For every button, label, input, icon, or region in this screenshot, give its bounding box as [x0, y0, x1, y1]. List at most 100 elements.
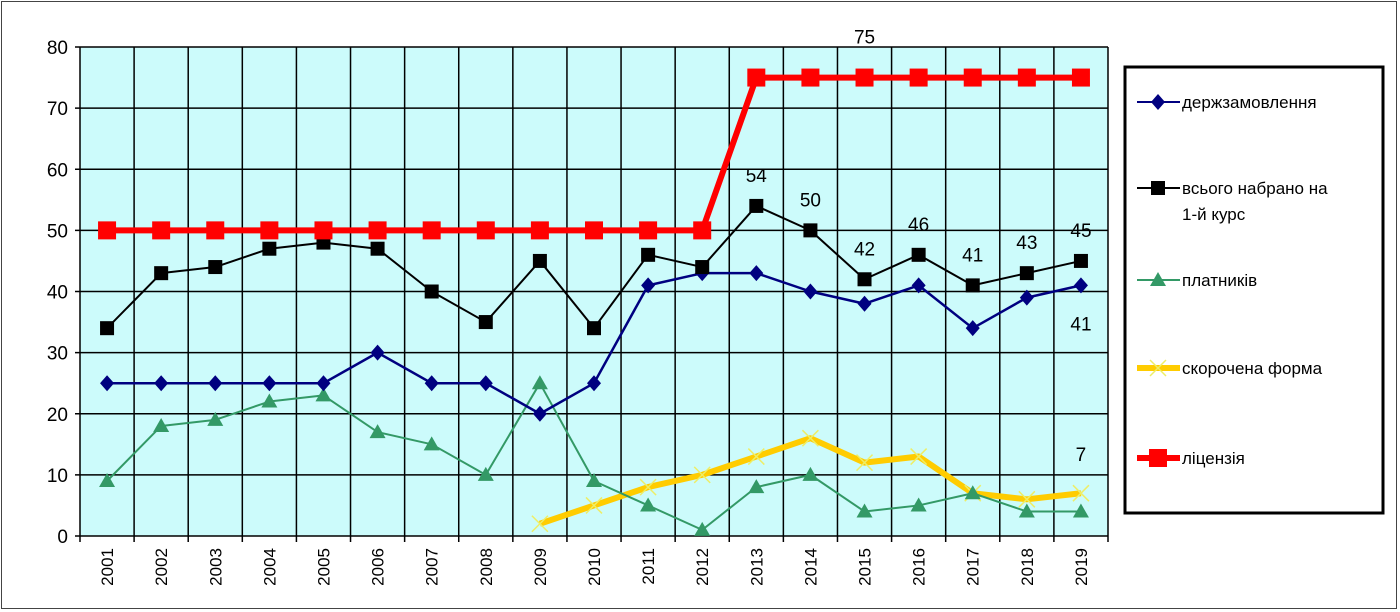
- square-marker: [747, 68, 766, 87]
- series-4: [98, 68, 1090, 240]
- diamond-marker: [532, 405, 547, 422]
- triangle-marker: [531, 375, 548, 390]
- triangle-marker: [369, 424, 386, 439]
- square-marker: [1019, 266, 1034, 281]
- triangle-marker: [586, 472, 602, 487]
- legend-label: скорочена форма: [1182, 359, 1323, 378]
- diamond-marker: [965, 320, 980, 337]
- triangle-marker: [1018, 503, 1035, 518]
- diamond-marker: [208, 375, 223, 392]
- series-1: [100, 198, 1088, 336]
- x-marker: [747, 448, 765, 466]
- square-marker: [476, 221, 495, 240]
- square-marker: [639, 221, 658, 240]
- square-marker: [911, 247, 926, 262]
- x-tick-label: 2003: [206, 548, 225, 586]
- square-marker: [154, 266, 169, 281]
- square-marker: [98, 221, 117, 240]
- x-tick-label: 2014: [801, 548, 820, 586]
- legend-box: [1123, 65, 1385, 515]
- diamond-marker: [641, 277, 656, 294]
- square-marker: [1149, 449, 1167, 467]
- y-tick-label: 70: [47, 99, 68, 120]
- square-marker: [262, 241, 277, 256]
- x-marker: [910, 448, 928, 466]
- diamond-marker: [316, 375, 331, 392]
- x-tick-label: 2005: [314, 548, 333, 586]
- data-label: 50: [800, 190, 821, 211]
- x-marker: [693, 466, 711, 484]
- x-tick-label: 2019: [1072, 548, 1091, 586]
- square-marker: [1073, 253, 1088, 268]
- data-label: 43: [1016, 233, 1037, 254]
- x-tick-label: 2007: [423, 548, 442, 586]
- x-tick-label: 2001: [98, 548, 117, 586]
- y-tick-label: 40: [47, 283, 68, 304]
- x-tick-label: 2018: [1018, 548, 1037, 586]
- triangle-marker: [153, 417, 170, 432]
- square-marker: [641, 247, 656, 262]
- x-tick-label: 2006: [369, 548, 388, 586]
- square-marker: [855, 68, 874, 87]
- diamond-marker: [100, 375, 115, 392]
- y-tick-label: 80: [47, 38, 68, 59]
- square-marker: [532, 253, 547, 268]
- square-marker: [695, 260, 710, 275]
- diamond-marker: [749, 265, 764, 282]
- square-marker: [963, 68, 982, 87]
- triangle-marker: [1072, 503, 1089, 518]
- triangle-marker: [99, 472, 116, 487]
- triangle-marker: [802, 466, 819, 481]
- triangle-marker: [207, 411, 224, 426]
- triangle-marker: [315, 387, 332, 402]
- y-tick-label: 0: [57, 527, 68, 548]
- legend-item: платників: [1137, 271, 1257, 290]
- triangle-marker: [477, 466, 494, 481]
- x-tick-label: 2008: [477, 548, 496, 586]
- series-2: [99, 375, 1089, 536]
- legend-label: всього набрано на: [1182, 179, 1328, 198]
- data-label: 7: [1076, 445, 1087, 466]
- legend-label: ліцензія: [1182, 449, 1245, 468]
- triangle-marker: [964, 485, 981, 500]
- y-tick-label: 50: [47, 221, 68, 242]
- x-marker: [639, 478, 657, 496]
- x-marker: [1018, 490, 1036, 508]
- triangle-marker: [856, 503, 873, 518]
- triangle-marker: [748, 479, 765, 494]
- x-tick-label: 2004: [260, 548, 279, 586]
- triangle-marker: [640, 497, 657, 512]
- square-marker: [1017, 68, 1036, 87]
- x-tick-label: 2017: [964, 548, 983, 586]
- x-marker: [531, 515, 549, 533]
- square-marker: [208, 260, 223, 275]
- square-marker: [314, 221, 333, 240]
- square-marker: [206, 221, 225, 240]
- data-label: 54: [746, 166, 768, 187]
- square-marker: [1071, 68, 1090, 87]
- legend-label: 1-й курс: [1182, 205, 1246, 224]
- triangle-marker: [1150, 272, 1166, 286]
- square-marker: [585, 221, 603, 240]
- x-marker: [855, 454, 874, 472]
- square-marker: [1151, 181, 1165, 195]
- square-marker: [857, 272, 872, 287]
- data-label: 42: [854, 239, 875, 260]
- square-marker: [909, 68, 928, 87]
- square-marker: [587, 321, 601, 336]
- x-tick-label: 2011: [639, 548, 658, 585]
- x-marker: [801, 429, 819, 447]
- data-label: 45: [1070, 221, 1091, 242]
- square-marker: [478, 315, 493, 330]
- diamond-marker: [424, 375, 439, 392]
- square-marker: [100, 321, 115, 336]
- x-marker: [1072, 484, 1090, 502]
- x-tick-label: 2016: [910, 548, 929, 586]
- square-marker: [260, 221, 279, 240]
- x-tick-label: 2015: [856, 548, 875, 586]
- series-3: [531, 429, 1090, 533]
- series-0: [100, 265, 1088, 422]
- square-marker: [801, 68, 820, 87]
